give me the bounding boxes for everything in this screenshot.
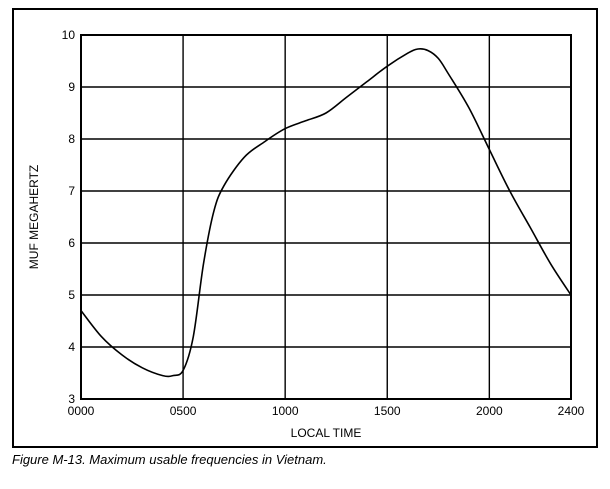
x-tick-label: 1000 xyxy=(272,404,299,418)
x-tick-label: 0500 xyxy=(170,404,197,418)
y-tick-label: 8 xyxy=(68,132,75,146)
x-tick-label: 2400 xyxy=(558,404,585,418)
muf-series-line xyxy=(80,48,572,378)
y-tick-label: 10 xyxy=(62,28,76,42)
y-tick-label: 7 xyxy=(68,184,75,198)
y-tick-label: 6 xyxy=(68,236,75,250)
x-axis-title: LOCAL TIME xyxy=(291,426,362,440)
y-tick-label: 4 xyxy=(68,340,75,354)
y-tick-label: 3 xyxy=(68,392,75,406)
muf-line-chart: 3 4 5 6 7 8 9 10 0000 0500 1000 1500 2000 2400 LOCAL … xyxy=(27,28,585,440)
figure-caption: Figure M-13. Maximum usable frequencies … xyxy=(12,452,327,467)
y-tick-label: 9 xyxy=(68,80,75,94)
y-axis-title: MUF MEGAHERTZ xyxy=(27,165,41,269)
chart-frame: 3 4 5 6 7 8 9 10 0000 0500 1000 1500 2000 2400 LOCAL … xyxy=(12,8,598,448)
x-tick-label: 2000 xyxy=(476,404,503,418)
x-tick-label: 0000 xyxy=(68,404,95,418)
x-tick-label: 1500 xyxy=(374,404,401,418)
plot-border xyxy=(80,34,572,400)
y-tick-label: 5 xyxy=(68,288,75,302)
